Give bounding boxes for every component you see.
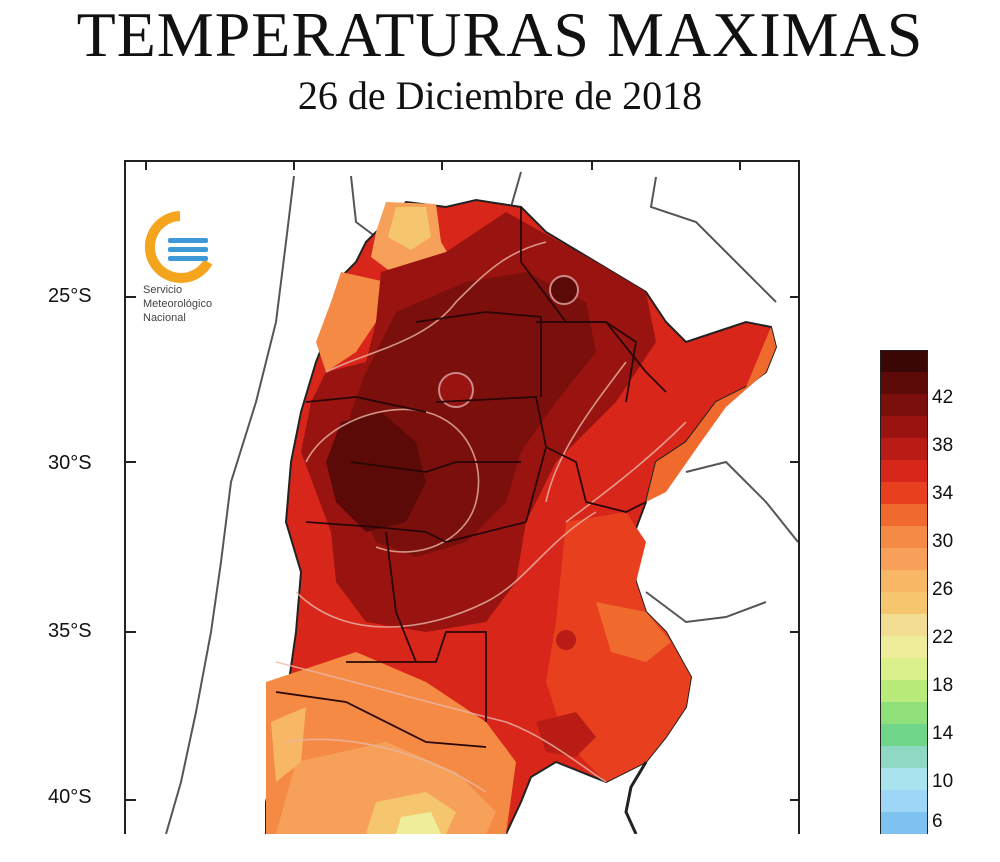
legend-label-18: 18 (932, 675, 954, 696)
legend-swatch (880, 372, 928, 394)
legend-swatch (880, 504, 928, 526)
legend-swatch (880, 438, 928, 460)
legend-swatch (880, 812, 928, 834)
legend-swatch (880, 350, 928, 373)
map-canvas (126, 162, 798, 834)
legend-swatch (880, 592, 928, 614)
map-title: TEMPERATURAS MAXIMAS (76, 0, 924, 70)
smn-logo-icon (140, 210, 220, 290)
legend-label-6: 6 (932, 811, 943, 832)
legend-swatch (880, 680, 928, 702)
legend-label-14: 14 (932, 723, 954, 744)
logo-line-3: Nacional (143, 312, 186, 324)
top-ticks (145, 162, 741, 170)
lat-label-30: 30°S (48, 452, 92, 474)
legend-swatch (880, 570, 928, 592)
temperature-map (124, 160, 800, 834)
legend-label-34: 34 (932, 483, 954, 504)
legend-swatch (880, 746, 928, 768)
legend-swatch (880, 724, 928, 746)
legend-label-26: 26 (932, 579, 954, 600)
smn-logo-text: Servicio Meteorológico Nacional (143, 283, 283, 325)
map-date: 26 de Diciembre de 2018 (297, 73, 703, 118)
legend-label-38: 38 (932, 435, 954, 456)
legend-swatch (880, 460, 928, 482)
legend-swatch (880, 416, 928, 438)
legend-label-22: 22 (932, 627, 954, 648)
legend-swatch (880, 614, 928, 636)
legend-swatch (880, 636, 928, 658)
lat-label-40: 40°S (48, 786, 92, 808)
legend-label-42: 42 (932, 387, 954, 408)
legend-swatch (880, 526, 928, 548)
legend-swatch (880, 394, 928, 416)
legend-swatch (880, 658, 928, 680)
legend-swatch (880, 702, 928, 724)
legend-label-30: 30 (932, 531, 954, 552)
legend-swatch (880, 548, 928, 570)
legend-swatch (880, 790, 928, 812)
logo-line-2: Meteorológico (143, 298, 213, 310)
legend-label-10: 10 (932, 771, 954, 792)
lat-label-35: 35°S (48, 620, 92, 642)
legend-swatch (880, 482, 928, 504)
lat-label-25: 25°S (48, 285, 92, 307)
legend-swatch (880, 768, 928, 790)
logo-line-1: Servicio (143, 284, 183, 296)
